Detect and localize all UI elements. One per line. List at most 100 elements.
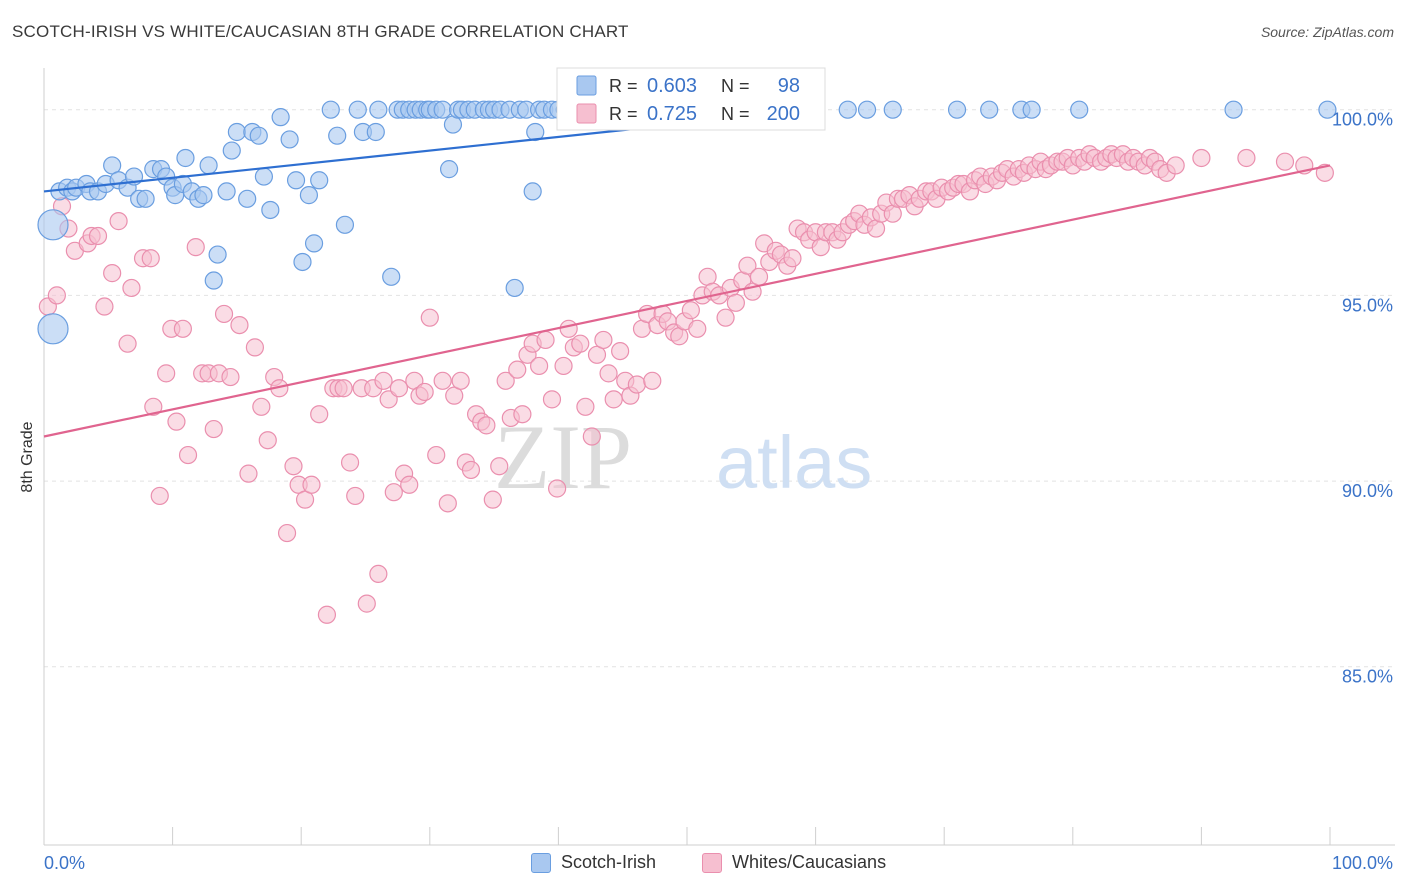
legend-r-label-1: R =: [609, 76, 638, 96]
legend-n-label-1: N =: [721, 76, 750, 96]
point-scotch-irish: [335, 215, 355, 234]
point-whites-caucasians: [749, 267, 769, 286]
point-whites-caucasians: [157, 364, 176, 383]
point-scotch-irish: [1022, 100, 1041, 119]
point-whites-caucasians: [384, 483, 403, 502]
point-scotch-irish: [1318, 100, 1337, 119]
bottom-legend: Scotch-Irish Whites/Caucasians: [0, 852, 1406, 878]
point-whites-caucasians: [433, 371, 452, 390]
point-whites-caucasians: [284, 457, 303, 476]
point-scotch-irish: [1224, 100, 1243, 119]
point-whites-caucasians: [239, 464, 258, 483]
legend-label-scotch-irish: Scotch-Irish: [561, 852, 657, 872]
point-scotch-irish: [523, 182, 542, 201]
legend-swatch-pink: [576, 103, 597, 124]
point-scotch-irish: [838, 100, 857, 119]
point-whites-caucasians: [1315, 163, 1334, 182]
point-whites-caucasians: [513, 405, 532, 424]
point-whites-caucasians: [109, 212, 128, 231]
point-whites-caucasians: [167, 412, 186, 431]
point-whites-caucasians: [582, 427, 601, 446]
legend-swatch-whites-caucasians: [702, 852, 722, 873]
point-scotch-irish: [321, 100, 340, 119]
x-tick-labels: 0.0% 100.0%: [44, 853, 1393, 873]
point-whites-caucasians: [103, 264, 122, 283]
point-whites-caucasians: [599, 364, 618, 383]
point-scotch-irish: [366, 122, 385, 142]
point-whites-caucasians: [477, 416, 496, 435]
point-scotch-irish: [271, 108, 290, 127]
point-whites-caucasians: [95, 297, 114, 316]
point-whites-caucasians: [346, 486, 365, 506]
point-whites-caucasians: [688, 319, 707, 338]
legend-r-label-2: R =: [609, 104, 638, 124]
point-whites-caucasians: [221, 367, 240, 387]
point-scotch-irish: [857, 100, 877, 119]
point-scotch-irish: [433, 100, 452, 119]
point-whites-caucasians: [178, 445, 198, 465]
point-whites-caucasians: [389, 379, 409, 398]
point-whites-caucasians: [716, 308, 735, 327]
point-whites-caucasians: [548, 479, 567, 498]
point-whites-caucasians: [681, 301, 700, 320]
legend-n-value-1: 98: [778, 75, 800, 97]
point-whites-caucasians: [230, 315, 249, 335]
point-whites-caucasians: [374, 371, 393, 390]
point-whites-caucasians: [214, 304, 234, 324]
point-whites-caucasians: [357, 594, 376, 613]
point-whites-caucasians: [643, 371, 662, 390]
point-whites-caucasians: [88, 226, 108, 246]
point-whites-caucasians: [47, 286, 66, 305]
point-scotch-irish: [249, 126, 268, 145]
point-whites-caucasians: [340, 453, 360, 472]
point-whites-caucasians: [186, 238, 205, 257]
point-scotch-irish: [328, 126, 347, 145]
point-scotch-irish: [136, 189, 155, 208]
point-whites-caucasians: [415, 382, 434, 402]
bottom-legend-item-scotch-irish[interactable]: Scotch-Irish: [531, 852, 656, 873]
point-whites-caucasians: [400, 475, 419, 494]
point-whites-caucasians: [559, 319, 578, 338]
bottom-legend-item-whites-caucasians[interactable]: Whites/Caucasians: [702, 852, 886, 873]
point-whites-caucasians: [554, 356, 573, 376]
point-whites-caucasians: [508, 360, 527, 379]
point-whites-caucasians: [490, 457, 509, 476]
point-scotch-irish: [505, 278, 524, 298]
point-whites-caucasians: [611, 341, 630, 361]
point-scotch-irish: [238, 189, 257, 208]
point-whites-caucasians: [438, 494, 457, 513]
point-whites-caucasians: [496, 371, 515, 390]
point-whites-caucasians: [302, 475, 321, 494]
point-whites-caucasians: [536, 330, 555, 350]
point-scotch-irish: [980, 100, 999, 119]
trend-line-whites-caucasians: [43, 164, 1331, 438]
point-whites-caucasians: [252, 397, 271, 416]
point-whites-caucasians: [258, 431, 277, 450]
point-scotch-irish: [947, 100, 967, 119]
point-scotch-irish: [261, 200, 280, 220]
point-scotch-irish: [176, 148, 195, 168]
point-whites-caucasians: [1237, 148, 1256, 168]
legend-label-whites-caucasians: Whites/Caucasians: [732, 852, 887, 872]
point-scotch-irish: [293, 252, 312, 272]
point-scotch-irish: [883, 100, 902, 119]
point-whites-caucasians: [122, 278, 141, 298]
point-whites-caucasians: [483, 490, 502, 509]
point-scotch-irish: [204, 271, 223, 290]
point-whites-caucasians: [310, 405, 329, 424]
point-whites-caucasians: [461, 460, 481, 480]
source-credit: Source: ZipAtlas.com: [1260, 24, 1394, 40]
point-scotch-irish: [1070, 100, 1089, 119]
y-tick-label: 95.0%: [1342, 295, 1393, 315]
point-whites-caucasians: [451, 371, 470, 390]
point-whites-caucasians: [204, 419, 223, 439]
point-scotch-irish: [299, 186, 319, 205]
axes: [43, 68, 1395, 846]
point-scotch-irish: [194, 186, 213, 205]
legend-swatch-scotch-irish: [531, 852, 551, 873]
y-tick-label: 100.0%: [1332, 110, 1393, 130]
point-whites-caucasians: [150, 486, 169, 506]
legend-box: R = 0.603 N = 98 R = 0.725 N = 200: [556, 67, 826, 131]
x-tick-label: 0.0%: [44, 853, 85, 873]
